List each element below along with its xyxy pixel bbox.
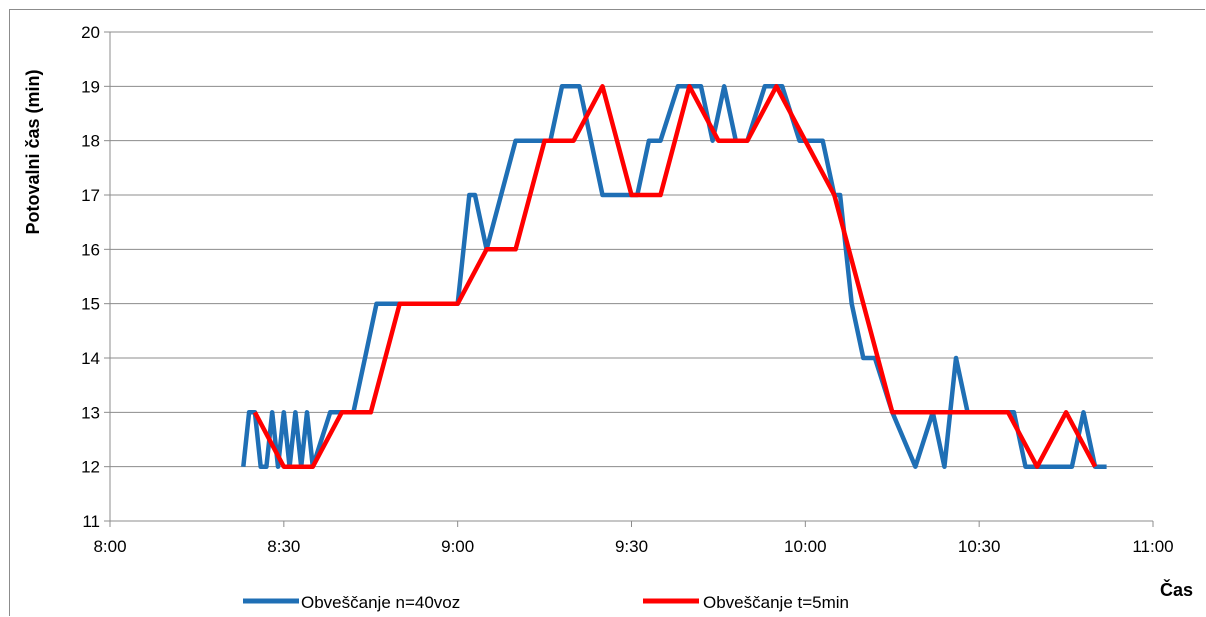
x-tick-label-11:00: 11:00 <box>1132 537 1173 556</box>
legend-label-n40: Obveščanje n=40voz <box>301 593 460 612</box>
legend: Obveščanje n=40voz Obveščanje t=5min <box>243 593 849 612</box>
x-tick-label-8:00: 8:00 <box>93 537 126 556</box>
series-layer <box>241 84 1107 469</box>
y-tick-label-12: 12 <box>81 458 100 477</box>
y-tick-label-14: 14 <box>81 349 100 368</box>
y-tick-label-17: 17 <box>81 186 100 205</box>
x-tick-label-9:30: 9:30 <box>615 537 648 556</box>
y-tick-label-20: 20 <box>81 23 100 42</box>
axes <box>104 31 1154 527</box>
x-tick-label-9:00: 9:00 <box>441 537 474 556</box>
x-tick-label-10:30: 10:30 <box>958 537 1001 556</box>
y-tick-label-15: 15 <box>81 295 100 314</box>
series-line-0 <box>241 84 1107 469</box>
y-tick-label-11: 11 <box>82 512 100 531</box>
y-axis-title: Potovalni čas (min) <box>23 69 43 234</box>
y-tick-label-19: 19 <box>81 77 100 96</box>
x-tick-label-10:00: 10:00 <box>784 537 827 556</box>
y-tick-label-18: 18 <box>81 132 100 151</box>
legend-label-t5: Obveščanje t=5min <box>703 593 849 612</box>
series-line-1 <box>252 84 1098 469</box>
y-tick-label-16: 16 <box>81 240 100 259</box>
grid-lines <box>110 31 1153 468</box>
x-axis-title: Čas <box>1160 579 1193 600</box>
tick-labels: 11 12 13 14 15 16 17 18 19 20 8:00 8:30 9:00 9:30 10:0… <box>81 23 1174 556</box>
y-tick-label-13: 13 <box>81 403 100 422</box>
x-tick-label-8:30: 8:30 <box>267 537 300 556</box>
